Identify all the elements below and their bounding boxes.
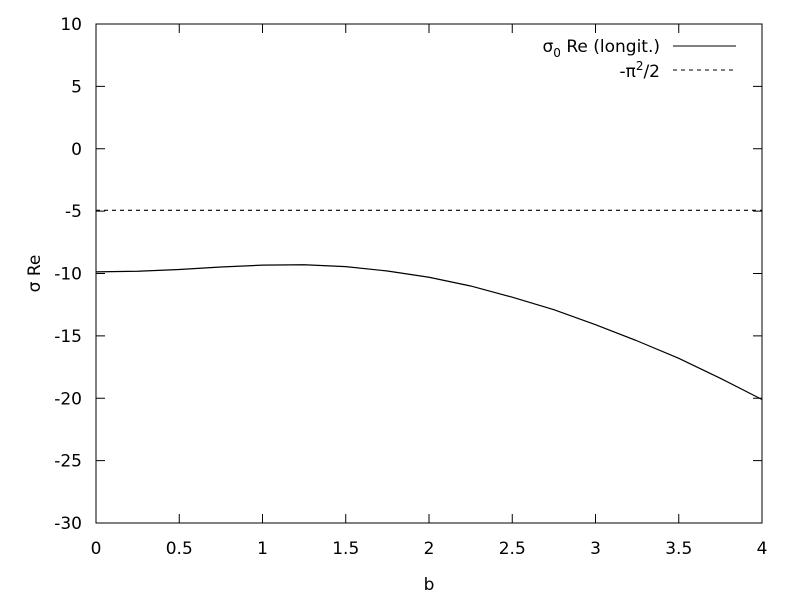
legend-label-0-rest: Re (longit.) [561, 37, 660, 57]
x-tick-label: 2 [424, 539, 435, 559]
y-tick-label: -10 [54, 265, 82, 285]
y-tick-label: 5 [71, 77, 82, 97]
x-tick-label: 1 [257, 539, 268, 559]
y-tick-label: 0 [71, 140, 82, 160]
legend-label-sigma0-re: σ0 Re (longit.) [543, 37, 660, 60]
legend-label-minus-pi-squared-over-2: -π2/2 [619, 59, 660, 82]
legend: σ0 Re (longit.) -π2/2 [543, 37, 736, 82]
plot-frame [95, 23, 763, 524]
y-tick-label: -30 [54, 514, 82, 534]
y-axis-label: σ Re [25, 255, 45, 293]
y-tick-label: -25 [54, 452, 82, 472]
x-tick-label: 1.5 [332, 539, 359, 559]
series-line-sigma0-re [95, 264, 763, 401]
y-tick-label: -20 [54, 389, 82, 409]
tick-labels: 0 0.5 1 1.5 2 2.5 3 3.5 4 10 5 0 -5 -10 -15 -20 -25 -30 [54, 15, 767, 559]
x-tick-label: 0.5 [166, 539, 193, 559]
x-tick-label: 3.5 [665, 539, 692, 559]
axis-ticks [95, 23, 763, 524]
legend-label-1-main: -π [619, 62, 635, 82]
y-tick-label: 10 [60, 15, 82, 35]
x-tick-label: 3 [590, 539, 601, 559]
series-layer [95, 209, 763, 401]
x-tick-label: 2.5 [499, 539, 526, 559]
legend-label-0-sub: 0 [553, 46, 561, 60]
x-tick-label: 0 [91, 539, 102, 559]
legend-label-1-rest: /2 [643, 62, 660, 82]
x-tick-label: 4 [757, 539, 768, 559]
y-tick-label: -15 [54, 327, 82, 347]
legend-label-0-main: σ [543, 37, 554, 57]
legend-label-1-sup: 2 [636, 59, 644, 73]
x-axis-label: b [424, 575, 435, 595]
y-tick-label: -5 [65, 202, 82, 222]
